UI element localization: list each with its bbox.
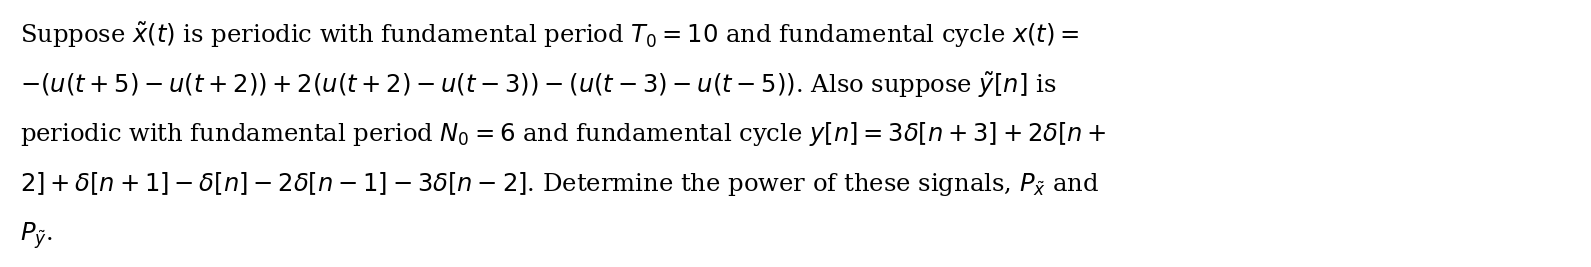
Text: periodic with fundamental period $N_0 = 6$ and fundamental cycle $y[n] = 3\delta: periodic with fundamental period $N_0 = … <box>21 120 1107 148</box>
Text: $2] + \delta[n+1] - \delta[n] - 2\delta[n-1] - 3\delta[n-2]$. Determine the powe: $2] + \delta[n+1] - \delta[n] - 2\delta[… <box>21 171 1099 198</box>
Text: Suppose $\tilde{x}(t)$ is periodic with fundamental period $T_0 = 10$ and fundam: Suppose $\tilde{x}(t)$ is periodic with … <box>21 20 1080 50</box>
Text: $-(u(t+5) - u(t+2)) + 2(u(t+2) - u(t-3)) - (u(t-3) - u(t-5))$. Also suppose $\ti: $-(u(t+5) - u(t+2)) + 2(u(t+2) - u(t-3))… <box>21 70 1056 100</box>
Text: $P_{\tilde{y}}$.: $P_{\tilde{y}}$. <box>21 221 53 252</box>
